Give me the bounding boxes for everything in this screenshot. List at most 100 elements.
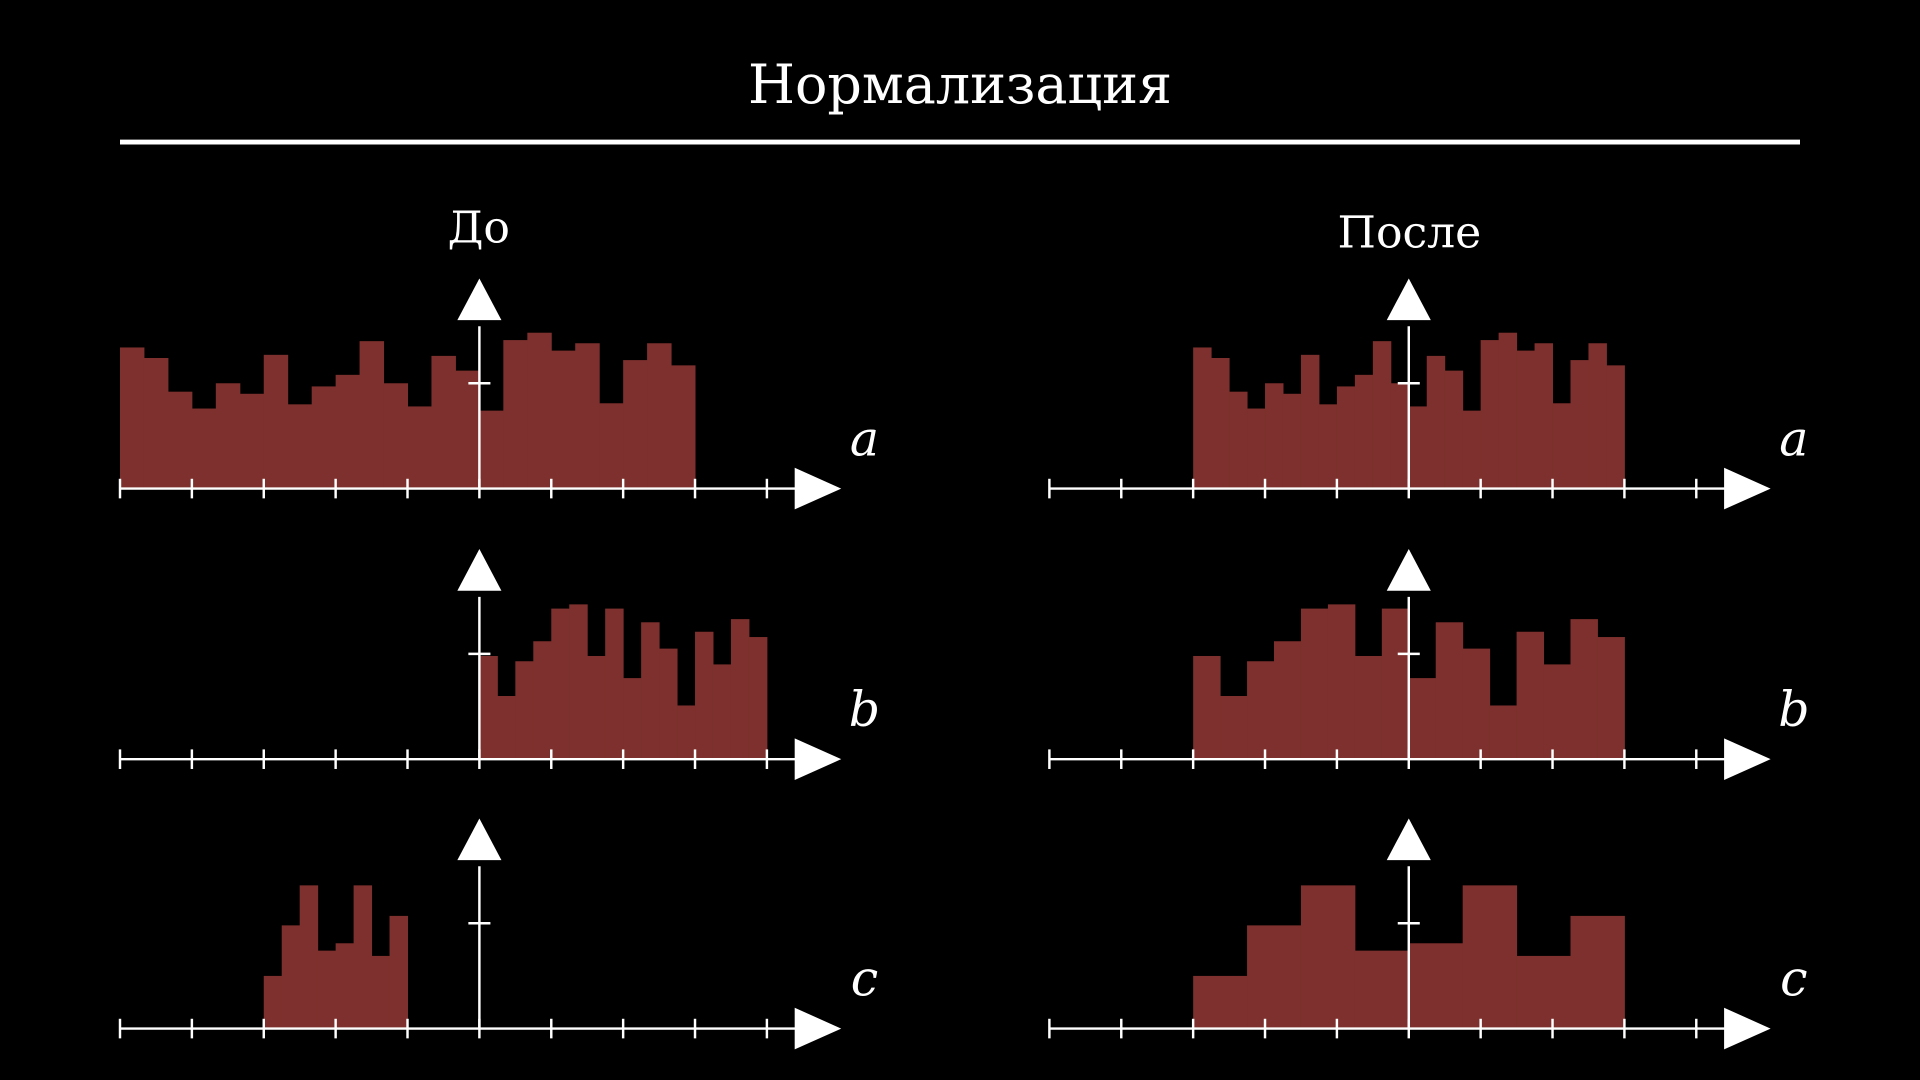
bar xyxy=(407,406,432,489)
y-axis-arrow xyxy=(1386,549,1431,591)
bar xyxy=(1220,696,1248,760)
bar xyxy=(1552,403,1571,489)
x-axis-arrow xyxy=(794,1007,842,1050)
bar xyxy=(215,383,241,489)
y-axis-arrow xyxy=(457,818,502,861)
column-title: До xyxy=(448,202,510,253)
bar xyxy=(389,915,408,1029)
series-label: c xyxy=(1780,951,1807,1008)
bar xyxy=(335,374,361,489)
x-axis-arrow xyxy=(794,738,842,780)
bar xyxy=(641,622,660,760)
bar xyxy=(1516,955,1571,1029)
bar xyxy=(383,383,408,489)
bar xyxy=(1336,386,1356,489)
x-axis-arrow xyxy=(794,467,842,510)
bar xyxy=(730,619,750,760)
bar xyxy=(167,391,193,489)
bar xyxy=(143,357,169,489)
series-label: c xyxy=(851,951,878,1008)
bar xyxy=(1408,406,1428,489)
bar xyxy=(1435,622,1464,760)
bar xyxy=(623,678,642,760)
bar xyxy=(1498,332,1518,489)
series-label: b xyxy=(849,681,880,738)
bar xyxy=(371,955,391,1029)
bar xyxy=(1282,393,1302,489)
bar xyxy=(503,340,528,489)
series-label: b xyxy=(1778,681,1809,738)
bar xyxy=(647,343,672,489)
bar xyxy=(533,641,552,760)
bar xyxy=(1462,885,1518,1029)
bar xyxy=(1372,341,1392,489)
bar xyxy=(1462,410,1482,489)
bar xyxy=(353,885,373,1029)
bar xyxy=(1354,374,1374,489)
bar xyxy=(1300,354,1320,489)
bar xyxy=(605,608,624,760)
bar xyxy=(599,403,624,489)
y-axis-arrow xyxy=(457,549,502,591)
bar xyxy=(239,393,265,489)
bar xyxy=(587,655,606,760)
bar xyxy=(1480,340,1500,489)
bar xyxy=(551,350,576,489)
bar xyxy=(1318,404,1338,489)
bar xyxy=(695,631,714,760)
bar xyxy=(623,360,648,489)
bar xyxy=(1426,355,1446,489)
bar xyxy=(515,661,534,760)
bar xyxy=(1354,950,1410,1029)
bar xyxy=(659,648,678,760)
bar xyxy=(527,332,552,489)
y-axis-arrow xyxy=(457,278,502,321)
bar xyxy=(1300,885,1356,1029)
y-axis-arrow xyxy=(1386,818,1431,861)
bar xyxy=(311,386,337,489)
column-title: После xyxy=(1338,207,1482,258)
bar xyxy=(191,408,217,489)
bar xyxy=(431,355,456,489)
bar xyxy=(1597,637,1625,760)
x-axis-arrow xyxy=(1724,467,1771,510)
bar xyxy=(677,705,696,760)
bar xyxy=(1265,383,1284,489)
bar xyxy=(1247,408,1266,489)
x-axis-arrow xyxy=(1724,738,1771,780)
bar xyxy=(1193,975,1248,1029)
bar xyxy=(1516,631,1545,760)
bar xyxy=(1390,383,1410,489)
bar xyxy=(671,365,696,489)
bar xyxy=(1588,343,1607,489)
bar xyxy=(479,655,498,760)
bar xyxy=(1211,357,1230,489)
bar xyxy=(1354,655,1383,760)
series-label: a xyxy=(1779,411,1808,468)
y-axis-arrow xyxy=(1386,278,1431,321)
bar xyxy=(281,925,301,1029)
bar xyxy=(479,410,504,489)
bar xyxy=(359,341,385,489)
bar xyxy=(1516,350,1536,489)
bar xyxy=(1489,705,1518,760)
bar xyxy=(1229,391,1248,489)
bar xyxy=(497,696,516,760)
bar xyxy=(748,637,768,760)
bar xyxy=(551,608,570,760)
bar xyxy=(1570,360,1589,489)
bar xyxy=(569,604,588,760)
slide-title: Нормализация xyxy=(748,53,1172,116)
x-axis-arrow xyxy=(1724,1007,1771,1050)
bar xyxy=(1327,604,1356,760)
bar xyxy=(1534,343,1554,489)
bar xyxy=(1570,619,1598,760)
bar xyxy=(335,943,355,1029)
bar xyxy=(1570,915,1625,1029)
bar xyxy=(1444,370,1464,489)
bar xyxy=(1408,678,1437,760)
bar xyxy=(712,664,732,760)
bar xyxy=(1247,661,1275,760)
